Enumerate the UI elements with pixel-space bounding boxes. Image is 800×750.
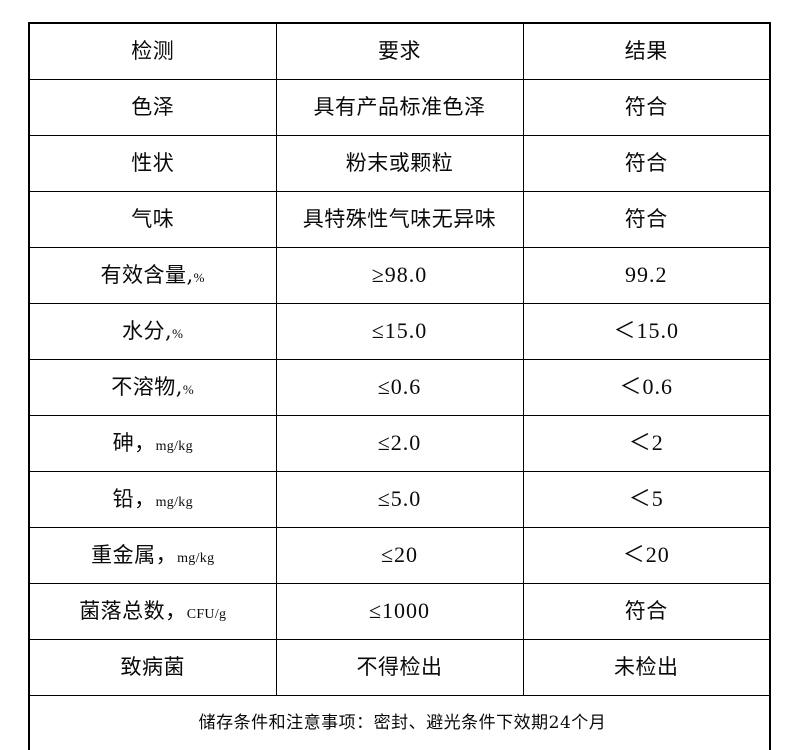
requirement-value: 具有产品标准色泽 xyxy=(313,94,486,119)
result-value: ＜2 xyxy=(628,430,664,456)
requirement-value: ≤1000 xyxy=(368,598,431,624)
table-row: 砷， mg/kg ≤2.0 ＜2 xyxy=(28,415,771,472)
result-value: 符合 xyxy=(624,598,668,623)
result-value: ＜20 xyxy=(622,542,670,568)
cell-requirement: ≤15.0 xyxy=(275,303,524,360)
cell-result: 符合 xyxy=(522,135,771,192)
storage-note-text: 储存条件和注意事项：密封、避光条件下效期24个月 xyxy=(198,713,607,734)
cell-result: ＜2 xyxy=(522,415,771,472)
cell-item: 铅， mg/kg xyxy=(28,471,277,528)
cell-result: 符合 xyxy=(522,583,771,640)
cell-result: 符合 xyxy=(522,191,771,248)
cell-requirement: 不得检出 xyxy=(275,639,524,696)
table-note-row: 储存条件和注意事项：密封、避光条件下效期24个月 xyxy=(28,695,771,750)
table-row: 有效含量,% ≥98.0 99.2 xyxy=(28,247,771,304)
cell-item: 气味 xyxy=(28,191,277,248)
item-name: 水分, xyxy=(121,318,173,343)
column-header-requirement: 要求 xyxy=(275,22,524,80)
result-value: ＜0.6 xyxy=(619,374,673,400)
cell-requirement: ≤20 xyxy=(275,527,524,584)
cell-item: 不溶物,% xyxy=(28,359,277,416)
requirement-value: 粉末或颗粒 xyxy=(345,150,454,175)
cell-item: 致病菌 xyxy=(28,639,277,696)
requirement-value: 具特殊性气味无异味 xyxy=(302,206,497,231)
item-unit: % xyxy=(193,269,206,285)
cell-requirement: ≤0.6 xyxy=(275,359,524,416)
cell-item: 菌落总数， CFU/g xyxy=(28,583,277,640)
table-row: 铅， mg/kg ≤5.0 ＜5 xyxy=(28,471,771,528)
specification-table: 检测 要求 结果 色泽 xyxy=(28,22,771,750)
requirement-value: ≤2.0 xyxy=(377,430,422,456)
item-name: 铅， xyxy=(112,486,156,511)
table-row: 致病菌 不得检出 未检出 xyxy=(28,639,771,696)
result-value: 未检出 xyxy=(614,654,679,679)
result-value: ＜5 xyxy=(628,486,664,512)
cell-result: 未检出 xyxy=(522,639,771,696)
item-unit: % xyxy=(182,381,195,397)
cell-item: 砷， mg/kg xyxy=(28,415,277,472)
cell-item: 有效含量,% xyxy=(28,247,277,304)
table-row: 水分,% ≤15.0 ＜15.0 xyxy=(28,303,771,360)
requirement-value: ≤20 xyxy=(380,542,419,568)
requirement-value: ≤5.0 xyxy=(377,486,422,512)
cell-requirement: ≥98.0 xyxy=(275,247,524,304)
result-value: 符合 xyxy=(624,206,668,231)
cell-requirement: 具有产品标准色泽 xyxy=(275,79,524,136)
column-header-item-label: 检测 xyxy=(131,38,175,63)
cell-item: 重金属， mg/kg xyxy=(28,527,277,584)
item-name: 气味 xyxy=(131,206,175,231)
item-name: 砷， xyxy=(112,430,156,455)
item-name: 色泽 xyxy=(131,94,175,119)
cell-requirement: ≤2.0 xyxy=(275,415,524,472)
cell-item: 色泽 xyxy=(28,79,277,136)
item-name: 致病菌 xyxy=(120,654,185,679)
specification-table-container: 检测 要求 结果 色泽 xyxy=(28,22,771,750)
cell-requirement: ≤5.0 xyxy=(275,471,524,528)
requirement-value: ≤0.6 xyxy=(377,374,422,400)
item-name: 性状 xyxy=(131,150,175,175)
result-value: 符合 xyxy=(624,94,668,119)
item-name: 菌落总数， xyxy=(79,598,187,623)
item-name: 不溶物, xyxy=(111,374,183,399)
requirement-value: ≥98.0 xyxy=(371,262,428,288)
cell-result: 符合 xyxy=(522,79,771,136)
cell-result: ＜0.6 xyxy=(522,359,771,416)
cell-requirement: ≤1000 xyxy=(275,583,524,640)
cell-requirement: 粉末或颗粒 xyxy=(275,135,524,192)
column-header-requirement-label: 要求 xyxy=(378,38,421,63)
result-value: ＜15.0 xyxy=(613,318,679,344)
table-row: 色泽 具有产品标准色泽 符合 xyxy=(28,79,771,136)
cell-result: 99.2 xyxy=(522,247,771,304)
cell-item: 水分,% xyxy=(28,303,277,360)
cell-item: 性状 xyxy=(28,135,277,192)
column-header-result-label: 结果 xyxy=(624,38,668,63)
requirement-value: 不得检出 xyxy=(356,654,443,679)
table-row: 重金属， mg/kg ≤20 ＜20 xyxy=(28,527,771,584)
result-value: 符合 xyxy=(624,150,668,175)
table-row: 气味 具特殊性气味无异味 符合 xyxy=(28,191,771,248)
item-unit: mg/kg xyxy=(177,550,215,566)
item-unit: CFU/g xyxy=(186,606,227,622)
storage-note-cell: 储存条件和注意事项：密封、避光条件下效期24个月 xyxy=(28,695,771,750)
requirement-value: ≤15.0 xyxy=(371,318,428,344)
table-row: 菌落总数， CFU/g ≤1000 符合 xyxy=(28,583,771,640)
cell-requirement: 具特殊性气味无异味 xyxy=(275,191,524,248)
table-row: 不溶物,% ≤0.6 ＜0.6 xyxy=(28,359,771,416)
table-row: 性状 粉末或颗粒 符合 xyxy=(28,135,771,192)
item-name: 有效含量, xyxy=(100,262,194,287)
table-header-row: 检测 要求 结果 xyxy=(28,22,771,80)
cell-result: ＜5 xyxy=(522,471,771,528)
result-value: 99.2 xyxy=(625,262,668,288)
item-name: 重金属， xyxy=(91,542,178,567)
item-unit: mg/kg xyxy=(155,438,193,454)
column-header-result: 结果 xyxy=(522,22,771,80)
cell-result: ＜20 xyxy=(522,527,771,584)
column-header-item: 检测 xyxy=(28,22,277,80)
cell-result: ＜15.0 xyxy=(522,303,771,360)
item-unit: mg/kg xyxy=(155,494,193,510)
item-unit: % xyxy=(172,325,184,341)
